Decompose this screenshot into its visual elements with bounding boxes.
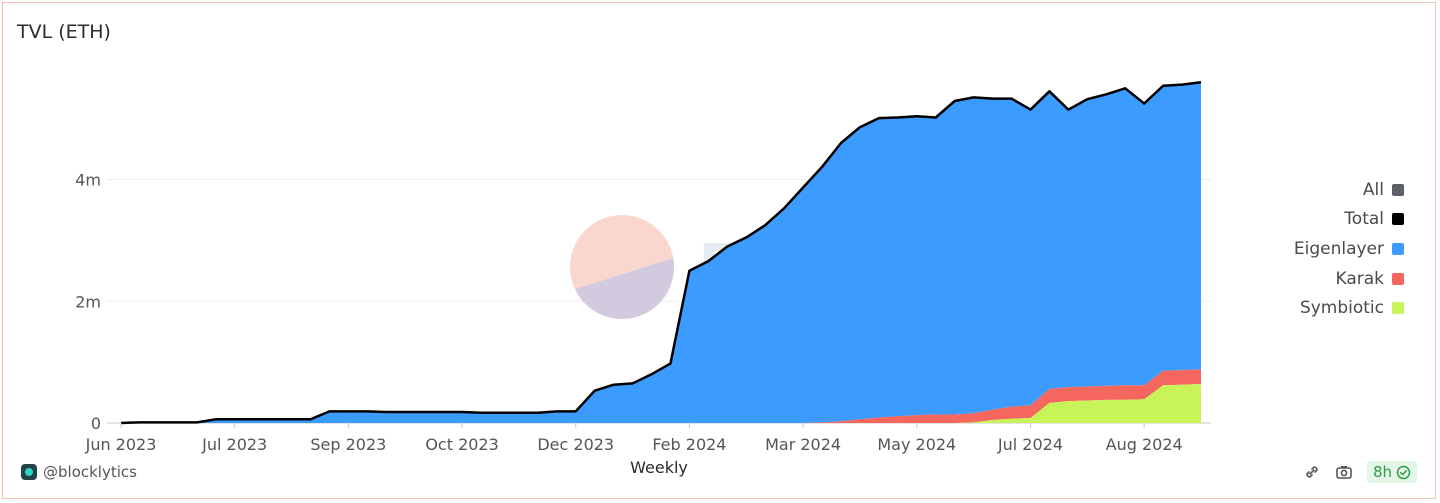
x-tick-label: Jul 2023: [201, 435, 267, 454]
footer-actions: 8h: [1303, 461, 1417, 483]
legend-swatch: [1392, 302, 1404, 315]
x-tick-label: Sep 2023: [310, 435, 386, 454]
x-tick-label: Mar 2024: [765, 435, 841, 454]
check-circle-icon: [1396, 465, 1411, 479]
x-tick-label: Jun 2023: [85, 435, 157, 454]
x-tick-label: Feb 2024: [652, 435, 726, 454]
x-tick-label: Dec 2023: [537, 435, 614, 454]
y-tick-label: 2m: [75, 292, 101, 311]
legend-swatch: [1392, 242, 1404, 255]
legend-item-total[interactable]: Total: [1204, 205, 1404, 235]
legend-item-eigenlayer[interactable]: Eigenlayer: [1204, 234, 1404, 264]
y-tick-label: 4m: [75, 171, 101, 190]
legend-label: All: [1362, 179, 1384, 200]
link-icon[interactable]: [1303, 463, 1321, 481]
total-line: [120, 80, 1202, 425]
refresh-badge[interactable]: 8h: [1366, 461, 1417, 483]
area-eigenlayer: [121, 82, 1201, 423]
chart-title: TVL (ETH): [17, 21, 111, 43]
legend-swatch: [1392, 183, 1404, 196]
legend: All Total Eigenlayer Karak Symbiotic: [1204, 175, 1404, 323]
x-tick-label: Aug 2024: [1106, 435, 1183, 454]
x-axis-label: Weekly: [630, 458, 688, 477]
legend-swatch: [1392, 272, 1404, 285]
y-tick-label: 0: [91, 414, 101, 433]
dune-logo-icon: [21, 464, 37, 480]
legend-item-all[interactable]: All: [1204, 175, 1404, 205]
camera-icon[interactable]: [1335, 463, 1353, 481]
legend-label: Total: [1344, 209, 1384, 230]
legend-item-karak[interactable]: Karak: [1204, 264, 1404, 294]
legend-label: Eigenlayer: [1293, 238, 1384, 259]
area-symbiotic: [121, 384, 1201, 423]
x-tick-label: Jul 2024: [997, 435, 1063, 454]
author-credit[interactable]: @blocklytics: [21, 463, 137, 481]
refresh-age: 8h: [1372, 463, 1392, 481]
legend-label: Karak: [1335, 268, 1384, 289]
legend-label: Symbiotic: [1299, 298, 1384, 319]
x-tick-label: May 2024: [877, 435, 956, 454]
x-tick-label: Oct 2023: [425, 435, 498, 454]
legend-swatch: [1392, 213, 1404, 226]
legend-item-symbiotic[interactable]: Symbiotic: [1204, 293, 1404, 323]
author-handle: @blocklytics: [43, 463, 137, 481]
